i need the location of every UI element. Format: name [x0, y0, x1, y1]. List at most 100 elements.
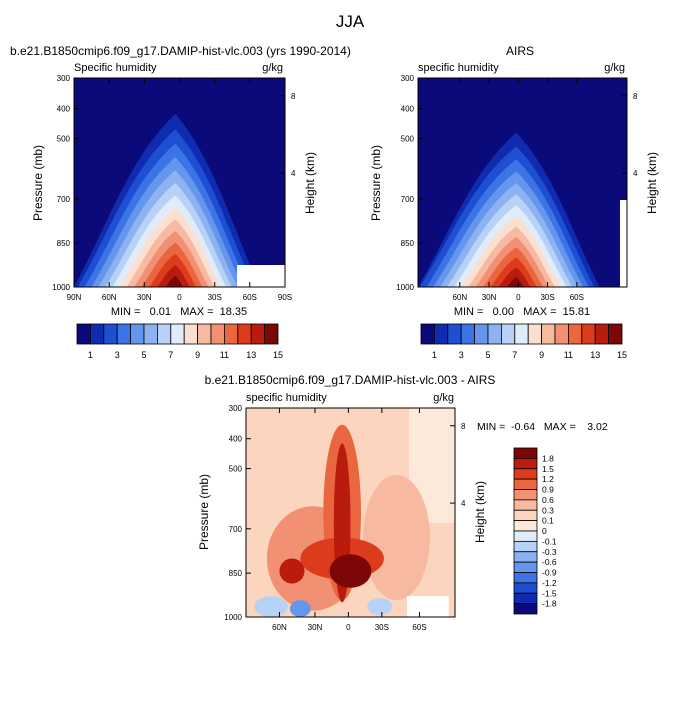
x-tick-label: 0 [516, 293, 521, 302]
colorbar-box [183, 323, 198, 345]
y-tick-label: 700 [57, 195, 71, 204]
y-tick-label: 700 [229, 525, 243, 534]
panel-model-ylabel-right: Height (km) [303, 152, 317, 214]
colorbar-box [541, 323, 556, 345]
colorbar-box [447, 323, 462, 345]
colorbar-label: 15 [617, 350, 627, 360]
missing-data [620, 200, 627, 287]
missing-data [237, 265, 285, 287]
colorbar-box [513, 561, 538, 573]
colorbar-box [581, 323, 596, 345]
colorbar-box [568, 323, 583, 345]
panel-diff-field [246, 408, 455, 617]
colorbar-label: -0.3 [542, 547, 557, 557]
colorbar-label: -0.9 [542, 568, 557, 578]
colorbar-label: -0.1 [542, 536, 557, 546]
colorbar-box [76, 323, 91, 345]
x-tick-label: 30S [375, 623, 389, 632]
colorbar-label: 5 [485, 350, 490, 360]
panel-diff-ticks: 300 400 500 700 850 1000 8 4 60N 30N 0 30S 60S [224, 404, 466, 632]
panel-model: b.e21.B1850cmip6.f09_g17.DAMIP-hist-vlc.… [10, 44, 351, 360]
colorbar-box [594, 323, 610, 345]
y-right-tick-label: 8 [291, 92, 296, 101]
colorbar-label: 0 [542, 526, 547, 536]
y-tick-label: 1000 [396, 283, 414, 292]
contour-blob [367, 598, 393, 615]
panel-model-field [74, 78, 285, 287]
y-tick-label: 700 [401, 195, 415, 204]
y-tick-label: 500 [229, 465, 243, 474]
contour-blob [363, 474, 430, 601]
x-tick-label: 60N [452, 293, 467, 302]
panel-model-ylabel: Pressure (mb) [31, 145, 45, 221]
colorbar-box [513, 530, 538, 542]
colorbar-label: 9 [539, 350, 544, 360]
panel-obs-left-string: specific humidity [418, 62, 499, 74]
colorbar-label: 9 [195, 350, 200, 360]
panel-model-ticks: 300 400 500 700 850 1000 8 4 90N 60N 30N 0 30S 60S 90S [52, 74, 296, 302]
panel-diff-right-string: g/kg [433, 392, 454, 404]
contour-blob [329, 554, 372, 588]
panel-model-stats: MIN = 0.01 MAX = 18.35 [111, 306, 247, 318]
y-tick-label: 300 [229, 404, 243, 413]
colorbar-box [608, 323, 623, 345]
colorbar-label: 3 [459, 350, 464, 360]
colorbar-box [513, 592, 538, 605]
contour-blob [279, 558, 305, 584]
colorbar-box [513, 478, 538, 490]
colorbar-label: 1.8 [542, 453, 554, 463]
panel-diff-left-string: specific humidity [246, 392, 327, 404]
colorbar-box [513, 540, 538, 553]
colorbar-label: 0.1 [542, 516, 554, 526]
y-right-tick-label: 4 [633, 169, 638, 178]
panel-model-colorbar: 1 3 5 7 9 11 13 15 [76, 323, 283, 360]
colorbar-box [554, 323, 569, 345]
y-tick-label: 300 [401, 74, 415, 83]
panel-obs-colorbar: 1 3 5 7 9 11 13 15 [420, 323, 627, 360]
colorbar-label: 1 [88, 350, 93, 360]
panel-obs-ylabel-right: Height (km) [645, 152, 659, 214]
colorbar-box [513, 520, 538, 532]
colorbar-label: 11 [564, 350, 573, 360]
colorbar-label: -1.5 [542, 588, 557, 598]
colorbar-box [513, 603, 538, 615]
x-tick-label: 60S [243, 293, 257, 302]
panel-obs-ylabel: Pressure (mb) [369, 145, 383, 221]
colorbar-label: 7 [168, 350, 173, 360]
colorbar-label: -1.8 [542, 599, 557, 609]
colorbar-box [527, 323, 543, 345]
colorbar-box [513, 447, 538, 459]
y-tick-label: 500 [401, 135, 415, 144]
colorbar-box [116, 323, 131, 345]
panel-model-title: b.e21.B1850cmip6.f09_g17.DAMIP-hist-vlc.… [10, 44, 351, 58]
x-tick-label: 30N [482, 293, 497, 302]
colorbar-label: 0.9 [542, 485, 554, 495]
colorbar-label: 5 [141, 350, 146, 360]
colorbar-box [130, 323, 145, 345]
y-tick-label: 400 [229, 435, 243, 444]
colorbar-label: 0.6 [542, 495, 554, 505]
colorbar-label: 1.5 [542, 464, 554, 474]
panel-obs: AIRS specific humidity g/kg Pressure (mb… [369, 44, 659, 360]
colorbar-box [250, 323, 265, 345]
colorbar-label: 13 [246, 350, 256, 360]
panel-obs-field [418, 78, 627, 287]
colorbar-box [420, 323, 435, 345]
panel-obs-title: AIRS [506, 44, 534, 58]
x-tick-label: 0 [177, 293, 182, 302]
colorbar-box [143, 323, 158, 345]
colorbar-box [210, 323, 225, 345]
x-tick-label: 60S [412, 623, 426, 632]
colorbar-box [237, 323, 252, 345]
colorbar-box [487, 323, 502, 345]
y-tick-label: 400 [57, 105, 71, 114]
y-tick-label: 400 [401, 105, 415, 114]
colorbar-label: 3 [115, 350, 120, 360]
y-tick-label: 1000 [224, 613, 242, 622]
colorbar-box [264, 323, 279, 345]
contour-band [498, 267, 531, 287]
x-tick-label: 30S [208, 293, 222, 302]
x-tick-label: 90N [67, 293, 82, 302]
x-tick-label: 60S [570, 293, 584, 302]
colorbar-box [513, 499, 538, 511]
